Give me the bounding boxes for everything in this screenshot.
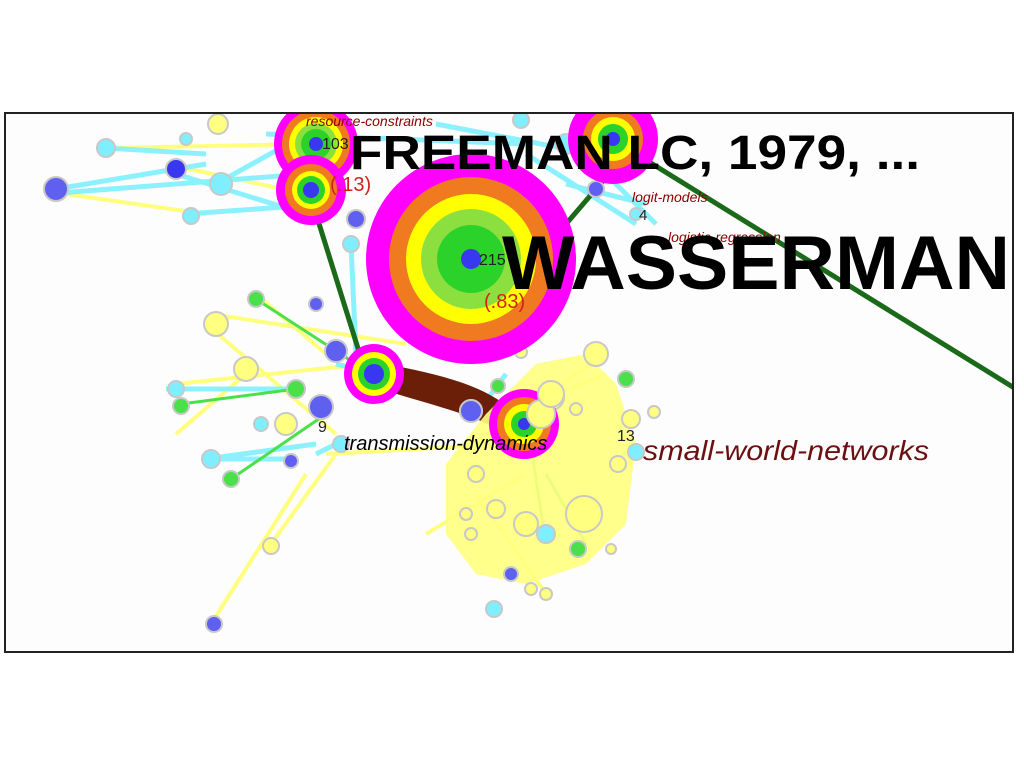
hub-node-small-world [489, 380, 565, 459]
hub-node-transmission [344, 344, 404, 404]
label-node-count-103: 103 [322, 136, 349, 153]
label-freeman: FREEMAN LC, 1979, ... [350, 127, 920, 180]
label-node-count-4: 4 [639, 207, 647, 224]
label-node-count-9: 9 [318, 419, 327, 436]
label-node-count-215: 215 [479, 252, 506, 269]
label-centrality-13: (.13) [330, 174, 371, 196]
label-logit-models: logit-models [632, 189, 707, 205]
label-wasserman: WASSERMAN [502, 221, 1010, 306]
label-node-count-13: 13 [617, 428, 635, 445]
network-graph: resource-constraints 103 (.13) FREEMAN L… [43, 114, 1012, 633]
label-centrality-83: (.83) [484, 291, 525, 313]
label-resource-constraints: resource-constraints [306, 114, 433, 129]
label-transmission-dynamics: transmission-dynamics [344, 433, 547, 455]
edge-brown [381, 364, 516, 434]
small-node [459, 399, 483, 423]
network-canvas: resource-constraints 103 (.13) FREEMAN L… [4, 112, 1014, 653]
hub-node-top-right [568, 114, 658, 184]
label-small-world-networks: small-world-networks [643, 435, 929, 466]
edges-green [180, 297, 588, 545]
label-logistic-regression: logistic-regression [668, 229, 781, 245]
edges-cyan [45, 121, 658, 462]
hub-node-215 [366, 154, 576, 364]
hub-node-13 [276, 155, 346, 225]
